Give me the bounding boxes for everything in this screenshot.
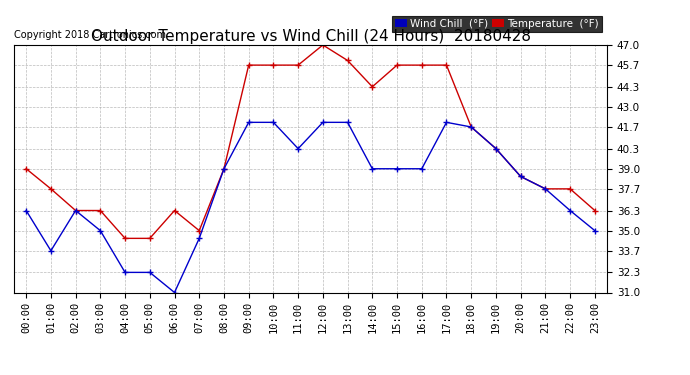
Legend: Wind Chill  (°F), Temperature  (°F): Wind Chill (°F), Temperature (°F) [392, 15, 602, 32]
Title: Outdoor Temperature vs Wind Chill (24 Hours)  20180428: Outdoor Temperature vs Wind Chill (24 Ho… [90, 29, 531, 44]
Text: Copyright 2018 Cartronics.com: Copyright 2018 Cartronics.com [14, 30, 166, 40]
